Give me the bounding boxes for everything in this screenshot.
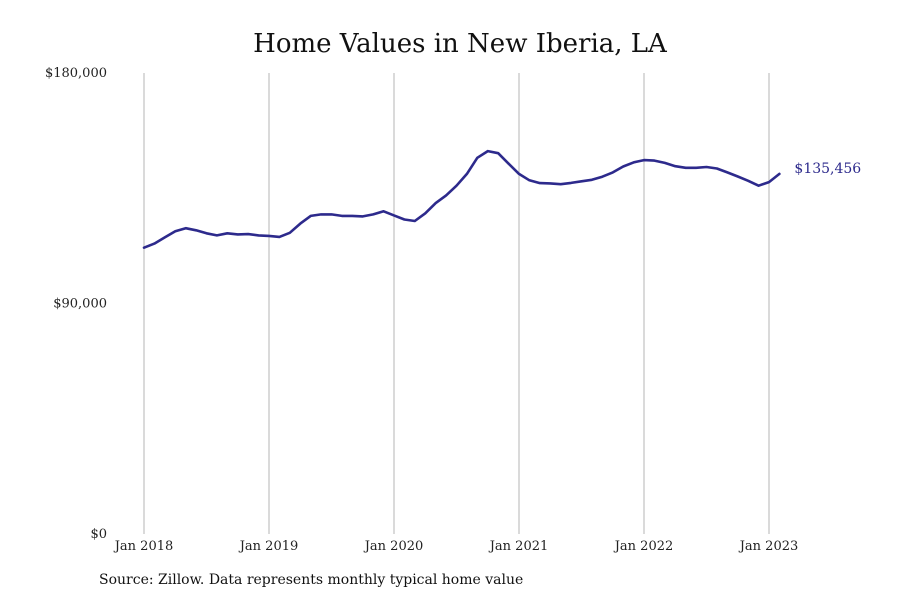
y-tick-label: $90,000 xyxy=(53,297,107,312)
vertical-gridlines xyxy=(143,73,770,534)
x-tick-label: Jan 2020 xyxy=(363,539,424,554)
x-tick-label: Jan 2018 xyxy=(113,539,174,554)
y-tick-label: $180,000 xyxy=(45,66,107,81)
x-tick-label: Jan 2019 xyxy=(238,539,299,554)
source-note: Source: Zillow. Data represents monthly … xyxy=(99,572,524,588)
y-tick-label: $0 xyxy=(90,527,107,542)
x-tick-label: Jan 2021 xyxy=(488,539,549,554)
chart-title: Home Values in New Iberia, LA xyxy=(253,29,668,59)
home-value-series-line xyxy=(142,149,781,249)
x-tick-label: Jan 2023 xyxy=(738,539,799,554)
x-tick-label: Jan 2022 xyxy=(613,539,674,554)
x-axis-tick-labels: Jan 2018 Jan 2019 Jan 2020 Jan 2021 Jan 2022… xyxy=(113,539,799,554)
end-value-label: $135,456 xyxy=(794,161,861,177)
y-axis-tick-labels: $180,000 $90,000 $0 xyxy=(45,66,107,542)
